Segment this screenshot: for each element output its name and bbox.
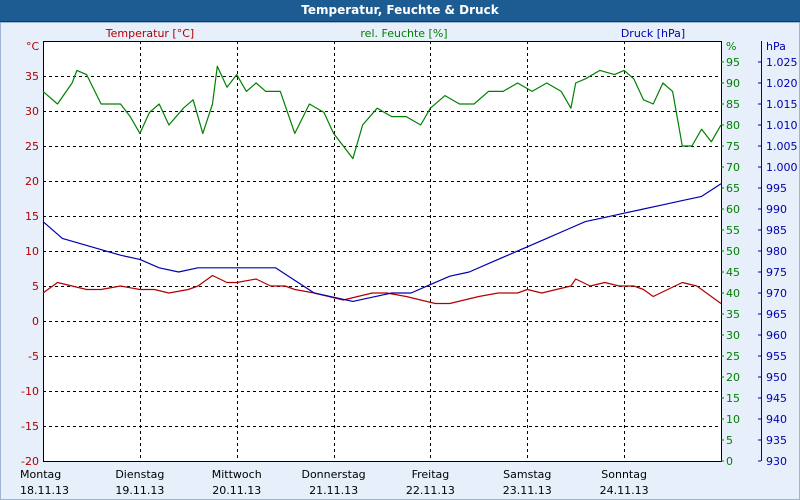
temperature-tick-label: 15 bbox=[25, 210, 39, 223]
humidity-unit-label: % bbox=[726, 40, 736, 53]
temperature-tick-label: -20 bbox=[21, 455, 39, 468]
x-category-date-label: 19.11.13 bbox=[115, 484, 164, 497]
pressure-tick-label: 1.010 bbox=[766, 119, 798, 132]
x-category-day-label: Mittwoch bbox=[212, 468, 262, 481]
humidity-axis-label: rel. Feuchte [%] bbox=[360, 27, 447, 40]
temperature-axis-label: Temperatur [°C] bbox=[105, 27, 194, 40]
humidity-tick-label: 65 bbox=[726, 182, 740, 195]
humidity-tick-label: 60 bbox=[726, 203, 740, 216]
series-line-humidity bbox=[42, 65, 722, 160]
temperature-tick-label: 10 bbox=[25, 245, 39, 258]
humidity-tick-label: 0 bbox=[726, 455, 733, 468]
humidity-tick-label: 70 bbox=[726, 161, 740, 174]
pressure-tick-label: 1.025 bbox=[766, 56, 798, 69]
humidity-tick-label: 40 bbox=[726, 287, 740, 300]
temperature-tick-label: -10 bbox=[21, 385, 39, 398]
pressure-tick-label: 950 bbox=[766, 371, 787, 384]
temperature-tick-label: 0 bbox=[32, 315, 39, 328]
humidity-tick-label: 80 bbox=[726, 119, 740, 132]
humidity-tick-label: 15 bbox=[726, 392, 740, 405]
humidity-tick-label: 90 bbox=[726, 77, 740, 90]
humidity-tick-label: 10 bbox=[726, 413, 740, 426]
x-category-day-label: Sonntag bbox=[601, 468, 647, 481]
chart-window-title: Temperatur, Feuchte & Druck bbox=[0, 0, 800, 22]
pressure-tick-label: 945 bbox=[766, 392, 787, 405]
x-category-day-label: Dienstag bbox=[115, 468, 164, 481]
series-line-pressure bbox=[42, 183, 722, 302]
x-category-day-label: Samstag bbox=[503, 468, 551, 481]
pressure-tick-label: 970 bbox=[766, 287, 787, 300]
x-category-date-label: 22.11.13 bbox=[406, 484, 455, 497]
pressure-tick-label: 930 bbox=[766, 455, 787, 468]
x-category-date-label: 23.11.13 bbox=[503, 484, 552, 497]
humidity-tick-label: 35 bbox=[726, 308, 740, 321]
humidity-tick-label: 50 bbox=[726, 245, 740, 258]
pressure-tick-label: 965 bbox=[766, 308, 787, 321]
temperature-unit-label: °C bbox=[26, 40, 40, 53]
x-category-date-label: 18.11.13 bbox=[20, 484, 69, 497]
temperature-tick-label: 25 bbox=[25, 140, 39, 153]
temperature-tick-label: -15 bbox=[21, 420, 39, 433]
humidity-tick-label: 45 bbox=[726, 266, 740, 279]
pressure-tick-label: 935 bbox=[766, 434, 787, 447]
x-category-date-label: 21.11.13 bbox=[309, 484, 358, 497]
pressure-tick-label: 960 bbox=[766, 329, 787, 342]
humidity-tick-label: 25 bbox=[726, 350, 740, 363]
pressure-tick-label: 1.015 bbox=[766, 98, 798, 111]
x-category-day-label: Montag bbox=[20, 468, 61, 481]
pressure-tick-label: 1.020 bbox=[766, 77, 798, 90]
humidity-tick-label: 55 bbox=[726, 224, 740, 237]
x-category-day-label: Freitag bbox=[412, 468, 450, 481]
temperature-tick-label: 5 bbox=[32, 280, 39, 293]
humidity-tick-label: 30 bbox=[726, 329, 740, 342]
humidity-tick-label: 20 bbox=[726, 371, 740, 384]
pressure-tick-label: 940 bbox=[766, 413, 787, 426]
humidity-tick-label: 95 bbox=[726, 56, 740, 69]
temperature-tick-label: 30 bbox=[25, 105, 39, 118]
temperature-tick-label: 35 bbox=[25, 70, 39, 83]
chart-panel: °C% hPa Temperatur [°C] rel. Feuchte [%] Dru… bbox=[0, 22, 800, 500]
pressure-unit-label: hPa bbox=[766, 40, 786, 53]
temperature-tick-label: -5 bbox=[28, 350, 39, 363]
pressure-tick-label: 990 bbox=[766, 203, 787, 216]
humidity-tick-label: 5 bbox=[726, 434, 733, 447]
x-category-date-label: 24.11.13 bbox=[600, 484, 649, 497]
pressure-tick-label: 1.000 bbox=[766, 161, 798, 174]
weather-chart: °C% hPa Temperatur [°C] rel. Feuchte [%] Dru… bbox=[20, 27, 798, 497]
pressure-tick-label: 1.005 bbox=[766, 140, 798, 153]
series-line-temperature bbox=[42, 274, 722, 305]
humidity-tick-label: 75 bbox=[726, 140, 740, 153]
humidity-tick-label: 85 bbox=[726, 98, 740, 111]
pressure-tick-label: 980 bbox=[766, 245, 787, 258]
pressure-tick-label: 985 bbox=[766, 224, 787, 237]
x-category-day-label: Donnerstag bbox=[301, 468, 365, 481]
pressure-axis-label: Druck [hPa] bbox=[621, 27, 685, 40]
pressure-tick-label: 955 bbox=[766, 350, 787, 363]
temperature-tick-label: 20 bbox=[25, 175, 39, 188]
pressure-tick-label: 995 bbox=[766, 182, 787, 195]
x-category-date-label: 20.11.13 bbox=[212, 484, 261, 497]
pressure-tick-label: 975 bbox=[766, 266, 787, 279]
